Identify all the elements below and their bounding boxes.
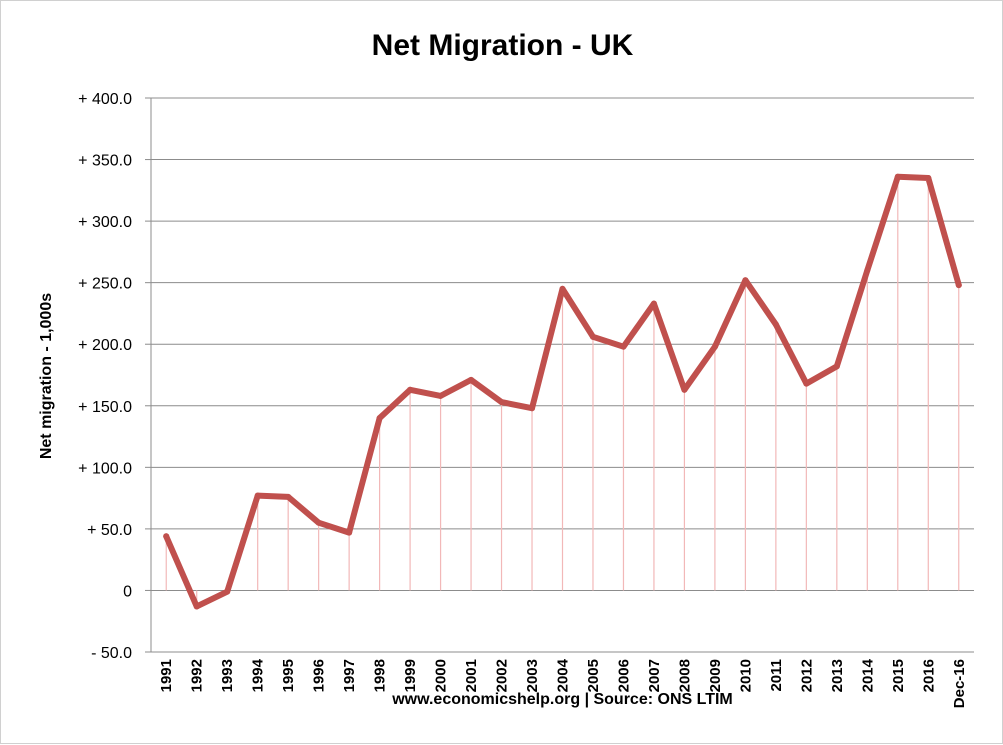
data-point: [346, 529, 353, 536]
x-tick-label: 2007: [646, 659, 663, 692]
x-tick-label: 1999: [402, 659, 419, 692]
x-tick-label: 1996: [311, 659, 328, 692]
data-point: [803, 380, 810, 387]
data-point: [925, 175, 932, 182]
x-tick-label: 1993: [219, 659, 236, 692]
data-point: [193, 603, 200, 610]
chart-title: Net Migration - UK: [371, 29, 634, 62]
data-point: [650, 300, 657, 307]
x-tick-label: Dec-16: [951, 659, 968, 708]
data-point: [437, 392, 444, 399]
x-tick-label: 2012: [798, 659, 815, 692]
data-point: [742, 277, 749, 284]
x-tick-label: 2016: [920, 659, 937, 692]
data-point: [864, 267, 871, 274]
data-point: [407, 386, 414, 393]
x-tick-label: 1995: [280, 659, 297, 692]
x-tick-label: 2008: [676, 659, 693, 692]
y-tick-label: + 200.0: [78, 337, 132, 354]
data-point: [285, 493, 292, 500]
x-tick-label: 2002: [494, 659, 511, 692]
data-point: [894, 173, 901, 180]
y-tick-label: 0: [123, 583, 132, 600]
data-point: [254, 492, 261, 499]
data-point: [315, 519, 322, 526]
x-tick-label: 2000: [433, 659, 450, 692]
data-point: [589, 333, 596, 340]
x-tick-label: 2004: [555, 658, 572, 692]
data-point: [163, 533, 170, 540]
x-tick-label: 1998: [372, 659, 389, 692]
data-point: [772, 321, 779, 328]
data-point: [620, 343, 627, 350]
data-point: [559, 285, 566, 292]
data-point: [498, 399, 505, 406]
data-point: [529, 405, 536, 412]
y-tick-label: + 50.0: [87, 522, 132, 539]
data-point: [376, 415, 383, 422]
y-tick-label: + 300.0: [78, 214, 132, 231]
x-tick-label: 2005: [585, 659, 602, 692]
x-tick-label: 1992: [189, 659, 206, 692]
x-tick-label: 2010: [737, 659, 754, 692]
y-tick-label: + 250.0: [78, 276, 132, 293]
x-tick-label: 2006: [615, 659, 632, 692]
x-tick-label: 2003: [524, 659, 541, 692]
x-tick-label: 2014: [859, 658, 876, 692]
x-tick-label: 2013: [829, 659, 846, 692]
x-tick-label: 1997: [341, 659, 358, 692]
x-tick-label: 1994: [250, 658, 267, 692]
x-axis-label: www.economicshelp.org | Source: ONS LTIM: [392, 691, 733, 708]
y-tick-label: + 100.0: [78, 460, 132, 477]
y-tick-label: + 400.0: [78, 91, 132, 108]
x-tick-label: 2011: [768, 659, 785, 692]
data-point: [681, 386, 688, 393]
data-point: [955, 282, 962, 289]
data-point: [468, 376, 475, 383]
y-tick-label: + 350.0: [78, 153, 132, 170]
x-tick-label: 1991: [158, 659, 175, 692]
data-point: [711, 343, 718, 350]
x-tick-label: 2001: [463, 659, 480, 692]
y-tick-label: + 150.0: [78, 399, 132, 416]
data-point: [833, 363, 840, 370]
data-point: [224, 588, 231, 595]
x-tick-label: 2015: [890, 659, 907, 692]
y-tick-label: - 50.0: [91, 645, 132, 662]
x-tick-label: 2009: [707, 659, 724, 692]
